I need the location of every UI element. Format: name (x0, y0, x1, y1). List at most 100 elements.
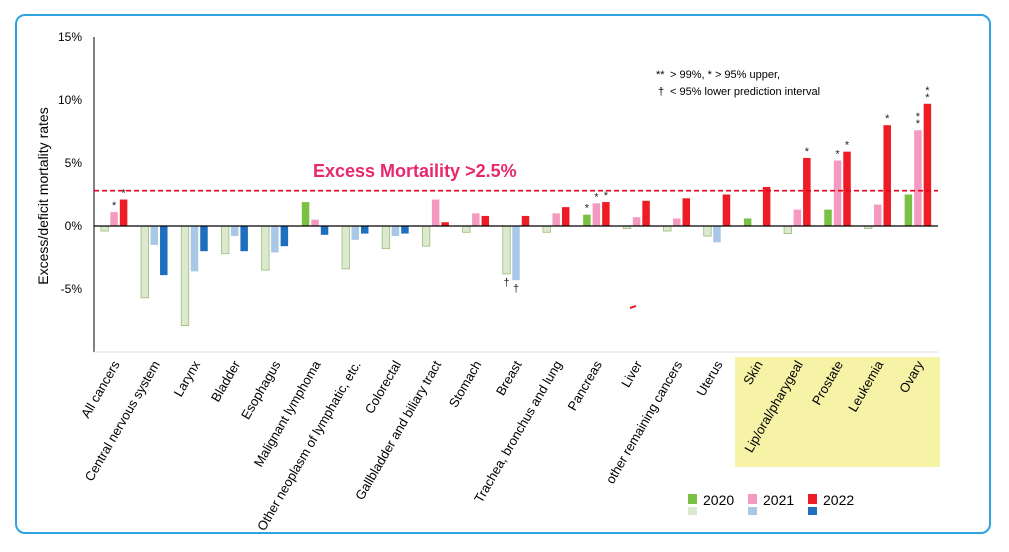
significance-marker: † (503, 277, 509, 289)
bar-2020 (301, 202, 310, 226)
y-axis-label-group: Excess/deficit mortality rates (35, 107, 51, 284)
category-label: Uterus (693, 358, 725, 399)
bar-2020 (783, 225, 792, 234)
bar-2022 (119, 199, 128, 226)
legend-swatch-excess-2021 (748, 494, 757, 504)
bar-2021 (472, 213, 480, 226)
highlight-region (735, 357, 940, 467)
bar-2022 (642, 200, 650, 226)
legend-label-2022: 2022 (823, 492, 854, 508)
significance-marker: * (604, 190, 609, 202)
bar-2021 (713, 226, 721, 243)
bar-2021 (110, 212, 118, 226)
bar-2020 (583, 214, 591, 226)
bar-2021 (351, 226, 359, 240)
significance-marker: * (594, 191, 599, 203)
bar-2022 (481, 215, 490, 226)
y-axis-label: Excess/deficit mortality rates (35, 107, 51, 284)
y-tick-label: -5% (61, 282, 83, 296)
bar-2021 (150, 226, 159, 245)
bar-2021 (391, 226, 400, 237)
category-label: Bladder (208, 357, 244, 404)
legend-swatch-excess-2020 (688, 494, 697, 504)
note-symbol-dagger: † (658, 86, 664, 98)
category-label: Breast (493, 358, 525, 398)
bar-2021 (271, 226, 279, 253)
category-label: Stomach (446, 358, 485, 410)
bar-2020 (180, 225, 190, 326)
bar-2021 (230, 226, 239, 237)
bar-2022 (240, 226, 248, 252)
y-tick-label: 5% (65, 156, 83, 170)
bar-2020 (462, 225, 471, 233)
bar-2020 (221, 225, 230, 255)
category-label: Colorectal (362, 358, 404, 416)
significance-marker: † (513, 283, 519, 295)
bar-2020 (261, 225, 270, 271)
note-symbol-double: ** (656, 69, 665, 81)
y-tick-label: 15% (58, 30, 82, 44)
category-label: Larynx (171, 358, 204, 400)
category-label: Central nervous system (82, 358, 163, 484)
bar-2020 (421, 225, 431, 247)
bar-2020 (542, 225, 551, 233)
bar-2020 (663, 225, 672, 232)
significance-marker: * (835, 148, 840, 160)
bar-2020 (140, 225, 149, 299)
bar-2021 (673, 218, 681, 226)
y-tick-label: 10% (58, 93, 82, 107)
significance-marker: * (916, 118, 921, 130)
bar-2021 (190, 226, 199, 272)
category-label: other remaining cancers (603, 358, 686, 487)
legend-swatch-deficit-2020 (688, 507, 697, 515)
bar-2022 (923, 103, 932, 226)
bar-2022 (682, 198, 691, 226)
bar-2022 (401, 226, 409, 234)
category-label: Liver (618, 357, 645, 389)
bar-2022 (160, 226, 168, 276)
significance-marker: * (121, 188, 126, 200)
chart-frame (15, 14, 991, 534)
bar-2020 (703, 225, 712, 237)
bar-2022 (280, 226, 289, 247)
bar-2021 (833, 160, 842, 226)
category-label: Trachea, bronchus and lung (471, 358, 565, 505)
stray-red-mark (629, 305, 637, 309)
bar-2020 (824, 209, 832, 226)
significance-marker: * (885, 113, 890, 125)
bar-2022 (320, 226, 329, 235)
bar-2021 (793, 209, 802, 226)
significance-marker: * (112, 200, 117, 212)
bar-2022 (561, 207, 570, 226)
legend-swatch-excess-2022 (808, 494, 817, 504)
bar-2021 (431, 199, 440, 226)
bar-2020 (904, 194, 913, 226)
note-line-2: < 95% lower prediction interval (670, 86, 820, 98)
significance-marker: * (805, 146, 810, 158)
bar-2021 (311, 219, 319, 226)
bar-2021 (632, 217, 641, 226)
category-label: All cancers (78, 358, 123, 421)
significance-marker: * (845, 140, 850, 152)
category-label: Pancreas (565, 358, 606, 413)
legend-swatch-deficit-2021 (748, 507, 757, 515)
significance-note: ** > 99%, * > 95% upper, † < 95% lower p… (656, 69, 820, 98)
bar-2020 (381, 225, 391, 250)
bar-2020 (743, 218, 752, 226)
y-tick-label: 0% (65, 219, 83, 233)
bar-2022 (360, 226, 369, 234)
bar-2022 (762, 186, 771, 226)
bar-2021 (592, 203, 601, 226)
bar-2020 (100, 225, 109, 232)
bar-2022 (521, 215, 530, 226)
note-line-1: > 99%, * > 95% upper, (670, 69, 780, 81)
significance-marker: * (585, 203, 590, 215)
category-label: Esophagus (238, 358, 284, 422)
category-label: Gallbladder and biliary tract (352, 358, 444, 503)
bar-2021 (512, 226, 520, 281)
threshold-label: Excess Mortaility >2.5% (313, 161, 517, 181)
significance-marker: * (925, 85, 930, 97)
bar-2020 (502, 225, 511, 275)
bar-2020 (341, 225, 350, 270)
